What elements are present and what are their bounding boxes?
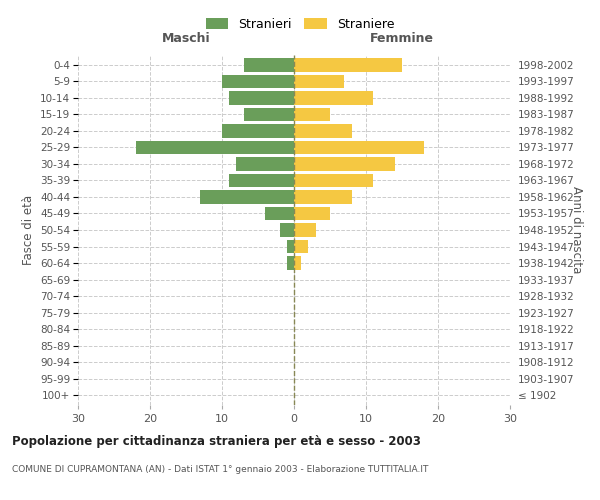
- Bar: [229, 92, 294, 104]
- Bar: [222, 124, 294, 138]
- Bar: [136, 141, 294, 154]
- Bar: [287, 256, 294, 270]
- Y-axis label: Fasce di età: Fasce di età: [22, 195, 35, 265]
- Text: Femmine: Femmine: [370, 32, 434, 45]
- Bar: [294, 92, 373, 104]
- Bar: [229, 174, 294, 187]
- Bar: [294, 224, 316, 236]
- Bar: [200, 190, 294, 203]
- Bar: [244, 108, 294, 121]
- Text: COMUNE DI CUPRAMONTANA (AN) - Dati ISTAT 1° gennaio 2003 - Elaborazione TUTTITAL: COMUNE DI CUPRAMONTANA (AN) - Dati ISTAT…: [12, 465, 428, 474]
- Bar: [294, 124, 352, 138]
- Bar: [294, 240, 308, 253]
- Bar: [294, 141, 424, 154]
- Text: Maschi: Maschi: [161, 32, 211, 45]
- Bar: [222, 75, 294, 88]
- Bar: [294, 75, 344, 88]
- Bar: [294, 207, 330, 220]
- Bar: [287, 240, 294, 253]
- Bar: [280, 224, 294, 236]
- Bar: [294, 174, 373, 187]
- Bar: [236, 158, 294, 170]
- Bar: [294, 158, 395, 170]
- Bar: [294, 108, 330, 121]
- Bar: [294, 58, 402, 71]
- Bar: [244, 58, 294, 71]
- Bar: [294, 256, 301, 270]
- Text: Popolazione per cittadinanza straniera per età e sesso - 2003: Popolazione per cittadinanza straniera p…: [12, 435, 421, 448]
- Y-axis label: Anni di nascita: Anni di nascita: [570, 186, 583, 274]
- Bar: [294, 190, 352, 203]
- Bar: [265, 207, 294, 220]
- Legend: Stranieri, Straniere: Stranieri, Straniere: [199, 11, 401, 37]
